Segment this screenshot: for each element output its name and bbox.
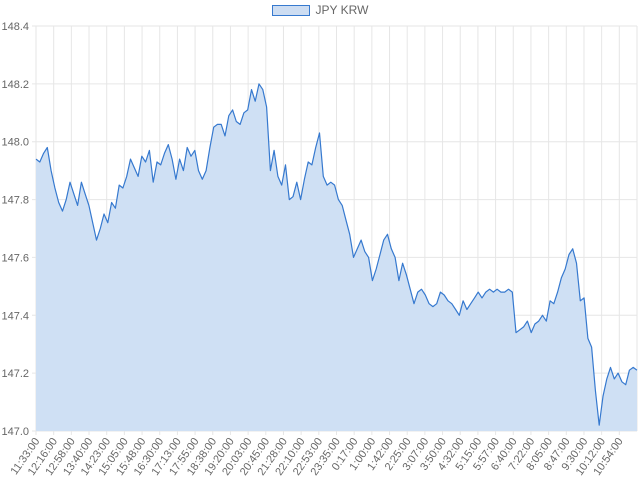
- series-area: [36, 83, 637, 432]
- series-line: [35, 83, 638, 426]
- y-tick-label: 147.2: [1, 368, 29, 380]
- y-tick-label: 147.8: [1, 195, 29, 207]
- plot-area: [35, 83, 638, 432]
- y-tick-label: 147.6: [1, 252, 29, 264]
- y-axis: 147.0 147.2 147.4 147.6 147.8 148.0 148.2 148.4: [1, 21, 29, 438]
- y-tick-label: 148.4: [1, 21, 29, 33]
- legend[interactable]: JPY KRW: [0, 3, 640, 19]
- legend-label: JPY KRW: [315, 3, 369, 17]
- legend-swatch: [271, 4, 310, 16]
- y-tick-label: 148.2: [1, 79, 29, 91]
- y-tick-label: 148.0: [1, 137, 29, 149]
- y-tick-label: 147.4: [1, 310, 29, 322]
- x-axis: 11:33:0012:16:0012:58:0013:40:0014:23:00…: [9, 436, 626, 478]
- y-tick-label: 147.0: [1, 426, 29, 438]
